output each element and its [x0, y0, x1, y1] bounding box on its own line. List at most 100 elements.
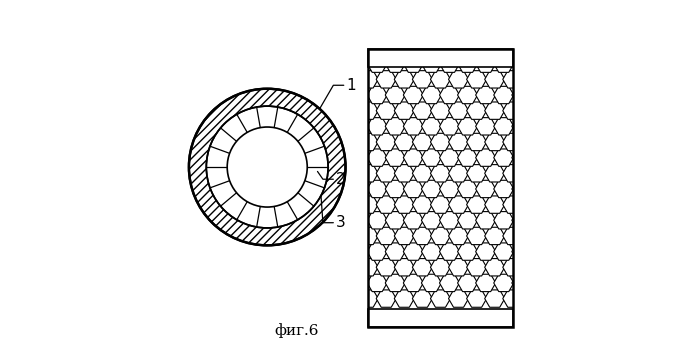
- Polygon shape: [358, 71, 378, 88]
- Polygon shape: [475, 243, 496, 260]
- Polygon shape: [367, 55, 387, 72]
- Polygon shape: [376, 196, 396, 213]
- Polygon shape: [475, 86, 496, 104]
- Polygon shape: [413, 227, 432, 245]
- Polygon shape: [394, 102, 415, 119]
- Polygon shape: [376, 165, 396, 182]
- Polygon shape: [422, 274, 441, 292]
- Text: фиг.6: фиг.6: [274, 323, 319, 338]
- Polygon shape: [349, 118, 369, 135]
- Polygon shape: [422, 180, 441, 198]
- Polygon shape: [394, 196, 415, 213]
- Polygon shape: [484, 165, 505, 182]
- Polygon shape: [475, 55, 496, 72]
- Circle shape: [207, 106, 328, 228]
- Polygon shape: [440, 212, 459, 229]
- Polygon shape: [403, 149, 424, 166]
- Polygon shape: [493, 180, 514, 198]
- Text: 3: 3: [336, 215, 346, 230]
- Polygon shape: [367, 149, 387, 166]
- Polygon shape: [403, 55, 424, 72]
- Polygon shape: [376, 133, 396, 151]
- Polygon shape: [493, 274, 514, 292]
- Polygon shape: [385, 212, 406, 229]
- Polygon shape: [440, 55, 459, 72]
- Bar: [368, 67, 512, 309]
- Polygon shape: [484, 196, 505, 213]
- Polygon shape: [413, 259, 432, 276]
- Polygon shape: [458, 274, 477, 292]
- Polygon shape: [475, 149, 496, 166]
- Polygon shape: [458, 86, 477, 104]
- Polygon shape: [340, 227, 360, 245]
- Polygon shape: [385, 55, 406, 72]
- Polygon shape: [340, 102, 360, 119]
- Polygon shape: [503, 102, 523, 119]
- Polygon shape: [349, 55, 369, 72]
- Text: 2: 2: [336, 172, 346, 187]
- Polygon shape: [467, 102, 487, 119]
- Polygon shape: [422, 149, 441, 166]
- Polygon shape: [449, 71, 468, 88]
- Polygon shape: [349, 212, 369, 229]
- Polygon shape: [385, 149, 406, 166]
- Polygon shape: [413, 133, 432, 151]
- Polygon shape: [385, 180, 406, 198]
- Polygon shape: [349, 180, 369, 198]
- Polygon shape: [413, 165, 432, 182]
- Polygon shape: [440, 86, 459, 104]
- Polygon shape: [440, 243, 459, 260]
- Polygon shape: [358, 290, 378, 307]
- Polygon shape: [349, 86, 369, 104]
- Polygon shape: [394, 259, 415, 276]
- Polygon shape: [349, 274, 369, 292]
- Polygon shape: [422, 212, 441, 229]
- Polygon shape: [503, 133, 523, 151]
- Polygon shape: [358, 102, 378, 119]
- Polygon shape: [358, 196, 378, 213]
- Polygon shape: [358, 227, 378, 245]
- Polygon shape: [358, 165, 378, 182]
- Bar: [368, 49, 512, 327]
- Bar: [368, 49, 512, 67]
- Polygon shape: [340, 165, 360, 182]
- Text: 1: 1: [347, 78, 356, 93]
- Polygon shape: [475, 180, 496, 198]
- Polygon shape: [340, 133, 360, 151]
- Polygon shape: [394, 227, 415, 245]
- Polygon shape: [484, 259, 505, 276]
- Polygon shape: [467, 71, 487, 88]
- Polygon shape: [413, 71, 432, 88]
- Polygon shape: [349, 149, 369, 166]
- Polygon shape: [413, 102, 432, 119]
- Polygon shape: [367, 118, 387, 135]
- Polygon shape: [440, 118, 459, 135]
- Polygon shape: [449, 290, 468, 307]
- Bar: [368, 309, 512, 327]
- Polygon shape: [431, 290, 450, 307]
- Polygon shape: [493, 86, 514, 104]
- Polygon shape: [440, 180, 459, 198]
- Polygon shape: [484, 71, 505, 88]
- Polygon shape: [367, 86, 387, 104]
- Polygon shape: [431, 227, 450, 245]
- Circle shape: [189, 89, 346, 245]
- Polygon shape: [367, 180, 387, 198]
- Polygon shape: [431, 102, 450, 119]
- Polygon shape: [512, 149, 532, 166]
- Polygon shape: [385, 243, 406, 260]
- Polygon shape: [484, 227, 505, 245]
- Polygon shape: [440, 274, 459, 292]
- Polygon shape: [431, 133, 450, 151]
- Polygon shape: [349, 243, 369, 260]
- Polygon shape: [449, 196, 468, 213]
- Polygon shape: [503, 165, 523, 182]
- Polygon shape: [422, 243, 441, 260]
- Polygon shape: [340, 71, 360, 88]
- Bar: [368, 49, 512, 327]
- Polygon shape: [512, 86, 532, 104]
- Polygon shape: [512, 243, 532, 260]
- Polygon shape: [385, 118, 406, 135]
- Polygon shape: [475, 274, 496, 292]
- Polygon shape: [475, 118, 496, 135]
